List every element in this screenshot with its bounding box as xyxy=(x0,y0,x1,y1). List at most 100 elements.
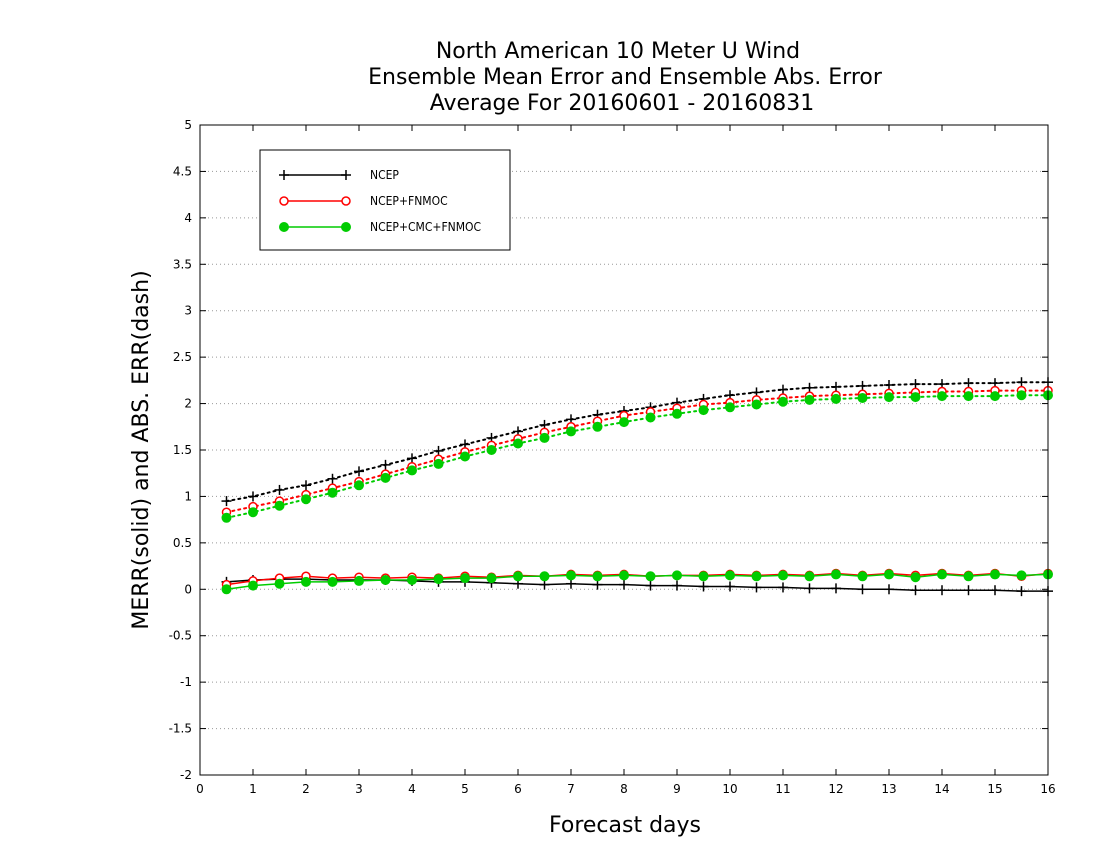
merr-point xyxy=(301,576,311,587)
x-tick-label: 6 xyxy=(514,782,522,796)
abs-err-point xyxy=(433,445,444,456)
y-tick-label: 2 xyxy=(184,397,192,411)
abs-err-point xyxy=(301,494,311,505)
abs-err-point xyxy=(221,496,232,507)
abs-err-point xyxy=(486,445,497,455)
merr-point xyxy=(910,585,921,596)
merr-point xyxy=(884,569,894,580)
legend-label: NCEP xyxy=(370,168,399,182)
merr-point xyxy=(672,570,682,581)
y-tick-label: -1.5 xyxy=(169,722,192,736)
abs-err-point xyxy=(354,480,364,491)
legend: NCEP NCEP+FNMOC NCEP+CMC+FNMOC xyxy=(259,149,511,251)
plot-series xyxy=(221,377,1053,597)
series-NCEP xyxy=(221,377,1053,597)
merr-point xyxy=(831,569,841,580)
merr-point xyxy=(354,575,364,586)
y-tick-label: -2 xyxy=(180,768,192,782)
legend-marker xyxy=(341,196,351,206)
merr-point xyxy=(1016,586,1027,597)
abs-err-point xyxy=(804,382,815,393)
abs-err-point xyxy=(910,392,921,403)
merr-point xyxy=(407,575,417,585)
abs-err-point xyxy=(751,399,762,410)
abs-err-point xyxy=(884,380,894,390)
merr-point xyxy=(539,579,550,590)
abs-err-point xyxy=(248,491,258,502)
gridlines xyxy=(200,170,1048,730)
abs-err-point xyxy=(831,381,841,392)
abs-err-point xyxy=(274,484,285,495)
x-tick-label: 9 xyxy=(673,782,681,796)
abs-err-point xyxy=(539,432,550,443)
chart-title-line-1: North American 10 Meter U Wind xyxy=(436,39,800,64)
abs-err-point xyxy=(645,412,656,423)
axis-ticks: 54.543.532.521.510.50-0.5-1-1.5-20 1 2 3 4 5 6… xyxy=(169,118,1056,796)
merr-point xyxy=(619,579,629,590)
abs-err-point xyxy=(672,408,682,419)
x-tick-label: 3 xyxy=(355,782,363,796)
x-tick-label: 5 xyxy=(461,782,469,796)
merr-point xyxy=(857,571,868,582)
legend-label: NCEP+CMC+FNMOC xyxy=(370,220,481,234)
merr-point xyxy=(433,574,444,585)
x-tick-label: 7 xyxy=(567,782,575,796)
merr-point xyxy=(884,584,894,595)
abs-err-point xyxy=(513,438,523,449)
merr-point xyxy=(963,585,974,596)
legend-marker xyxy=(279,170,289,180)
merr-point xyxy=(937,585,947,596)
merr-line xyxy=(226,573,1049,591)
abs-err-point xyxy=(221,512,232,523)
abs-err-point xyxy=(407,465,417,476)
abs-err-point xyxy=(380,459,391,470)
series-NCEP+FNMOC xyxy=(221,385,1053,590)
legend-marker xyxy=(341,170,351,180)
x-tick-label: 13 xyxy=(881,782,896,796)
merr-point xyxy=(1016,570,1027,581)
merr-point xyxy=(725,581,735,592)
x-tick-label: 12 xyxy=(828,782,843,796)
abs-err-point xyxy=(990,391,1000,402)
merr-point xyxy=(963,571,974,582)
merr-point xyxy=(990,585,1000,596)
abs-err-point xyxy=(698,405,709,416)
merr-point xyxy=(486,573,497,584)
abs-err-point xyxy=(327,487,338,498)
y-tick-label: 0.5 xyxy=(173,536,192,550)
x-tick-label: 4 xyxy=(408,782,416,796)
abs-err-point xyxy=(910,379,921,390)
legend-marker xyxy=(279,196,289,206)
merr-point xyxy=(698,571,709,582)
merr-point xyxy=(937,569,947,580)
abs-err-point xyxy=(831,393,841,404)
merr-point xyxy=(380,575,391,585)
legend-label: NCEP+FNMOC xyxy=(370,194,448,208)
abs-err-point xyxy=(725,402,735,413)
x-tick-label: 16 xyxy=(1040,782,1055,796)
merr-point xyxy=(725,570,735,581)
merr-point xyxy=(751,582,762,593)
abs-err-point xyxy=(592,421,603,432)
x-tick-label: 10 xyxy=(722,782,737,796)
chart-title-line-2: Ensemble Mean Error and Ensemble Abs. Er… xyxy=(368,65,883,90)
merr-point xyxy=(990,569,1000,580)
legend-marker xyxy=(341,222,351,232)
merr-point xyxy=(248,580,258,591)
legend-marker xyxy=(279,222,289,232)
merr-point xyxy=(539,571,550,582)
y-tick-label: 5 xyxy=(184,118,192,132)
x-tick-label: 8 xyxy=(620,782,628,796)
merr-point xyxy=(910,572,921,583)
abs-err-point xyxy=(566,426,576,437)
merr-point xyxy=(619,570,629,581)
merr-point xyxy=(566,570,576,581)
x-axis-label: Forecast days xyxy=(549,813,701,838)
merr-point xyxy=(566,578,576,589)
merr-point xyxy=(751,571,762,582)
abs-err-point xyxy=(354,466,364,477)
merr-point xyxy=(513,571,523,582)
y-tick-label: 0 xyxy=(184,582,192,596)
y-tick-label: 3 xyxy=(184,304,192,318)
abs-err-point xyxy=(433,458,444,469)
